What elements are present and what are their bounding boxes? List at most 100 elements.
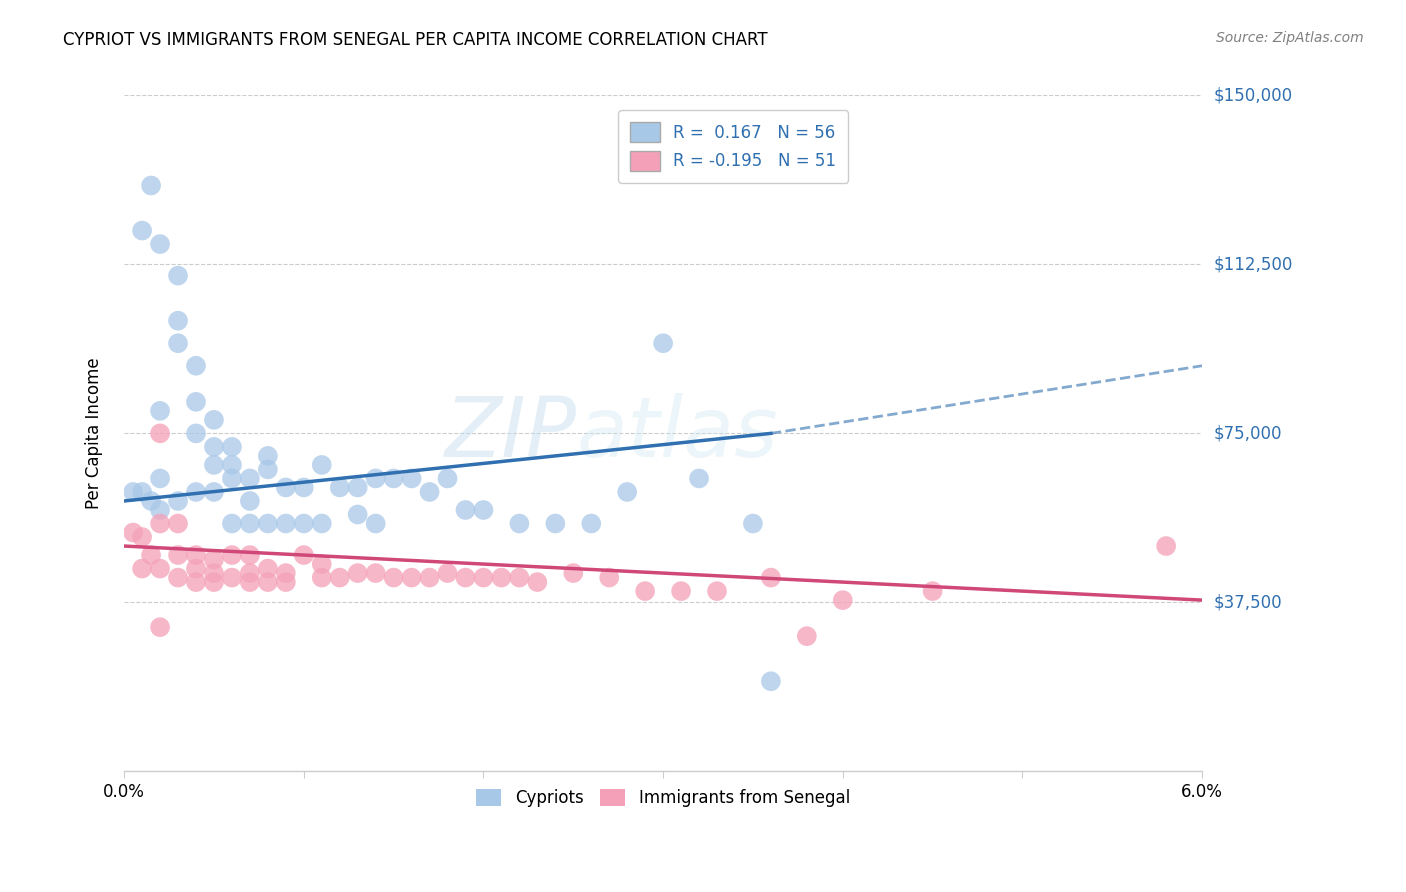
Point	[616, 485, 638, 500]
Point	[202, 413, 225, 427]
Point	[239, 575, 262, 590]
Point	[274, 566, 297, 580]
Point	[167, 494, 190, 508]
Point	[257, 575, 280, 590]
Point	[149, 620, 172, 634]
Point	[742, 516, 765, 531]
Point	[921, 584, 943, 599]
Point	[149, 426, 172, 441]
Point	[311, 516, 333, 531]
Point	[346, 508, 368, 522]
Text: $150,000: $150,000	[1213, 87, 1292, 104]
Text: CYPRIOT VS IMMIGRANTS FROM SENEGAL PER CAPITA INCOME CORRELATION CHART: CYPRIOT VS IMMIGRANTS FROM SENEGAL PER C…	[63, 31, 768, 49]
Point	[131, 485, 153, 500]
Point	[292, 548, 315, 562]
Point	[167, 314, 190, 328]
Point	[311, 458, 333, 472]
Text: atlas: atlas	[576, 392, 779, 474]
Point	[544, 516, 567, 531]
Point	[221, 471, 243, 485]
Point	[239, 566, 262, 580]
Point	[202, 566, 225, 580]
Point	[131, 530, 153, 544]
Point	[508, 571, 530, 585]
Point	[401, 571, 423, 585]
Point	[239, 516, 262, 531]
Point	[167, 548, 190, 562]
Point	[419, 485, 441, 500]
Point	[274, 480, 297, 494]
Point	[706, 584, 728, 599]
Point	[454, 503, 477, 517]
Point	[364, 471, 387, 485]
Text: $112,500: $112,500	[1213, 255, 1292, 273]
Point	[419, 571, 441, 585]
Point	[239, 494, 262, 508]
Point	[184, 394, 207, 409]
Point	[167, 516, 190, 531]
Point	[454, 571, 477, 585]
Legend: Cypriots, Immigrants from Senegal: Cypriots, Immigrants from Senegal	[470, 782, 856, 814]
Point	[221, 458, 243, 472]
Point	[292, 516, 315, 531]
Point	[139, 494, 162, 508]
Point	[257, 449, 280, 463]
Point	[184, 426, 207, 441]
Point	[139, 548, 162, 562]
Point	[346, 480, 368, 494]
Point	[401, 471, 423, 485]
Text: $75,000: $75,000	[1213, 425, 1282, 442]
Point	[364, 566, 387, 580]
Point	[122, 485, 145, 500]
Point	[382, 571, 405, 585]
Point	[508, 516, 530, 531]
Point	[149, 516, 172, 531]
Point	[311, 571, 333, 585]
Point	[167, 268, 190, 283]
Point	[292, 480, 315, 494]
Point	[562, 566, 585, 580]
Point	[202, 552, 225, 566]
Point	[581, 516, 603, 531]
Point	[184, 575, 207, 590]
Point	[139, 178, 162, 193]
Point	[202, 458, 225, 472]
Point	[796, 629, 818, 643]
Point	[759, 571, 782, 585]
Point	[831, 593, 853, 607]
Point	[274, 516, 297, 531]
Point	[184, 359, 207, 373]
Y-axis label: Per Capita Income: Per Capita Income	[86, 358, 103, 509]
Point	[239, 548, 262, 562]
Point	[122, 525, 145, 540]
Point	[184, 561, 207, 575]
Point	[184, 485, 207, 500]
Point	[221, 571, 243, 585]
Point	[364, 516, 387, 531]
Point	[634, 584, 657, 599]
Point	[167, 571, 190, 585]
Point	[257, 561, 280, 575]
Point	[149, 561, 172, 575]
Point	[184, 548, 207, 562]
Point	[472, 503, 495, 517]
Point	[149, 503, 172, 517]
Point	[436, 566, 458, 580]
Point	[131, 223, 153, 237]
Point	[221, 548, 243, 562]
Point	[131, 561, 153, 575]
Point	[149, 237, 172, 252]
Point	[167, 336, 190, 351]
Point	[472, 571, 495, 585]
Point	[346, 566, 368, 580]
Text: $37,500: $37,500	[1213, 593, 1282, 611]
Point	[329, 571, 352, 585]
Point	[221, 516, 243, 531]
Point	[311, 557, 333, 571]
Point	[1154, 539, 1177, 553]
Point	[652, 336, 675, 351]
Point	[436, 471, 458, 485]
Point	[221, 440, 243, 454]
Point	[257, 516, 280, 531]
Point	[526, 575, 548, 590]
